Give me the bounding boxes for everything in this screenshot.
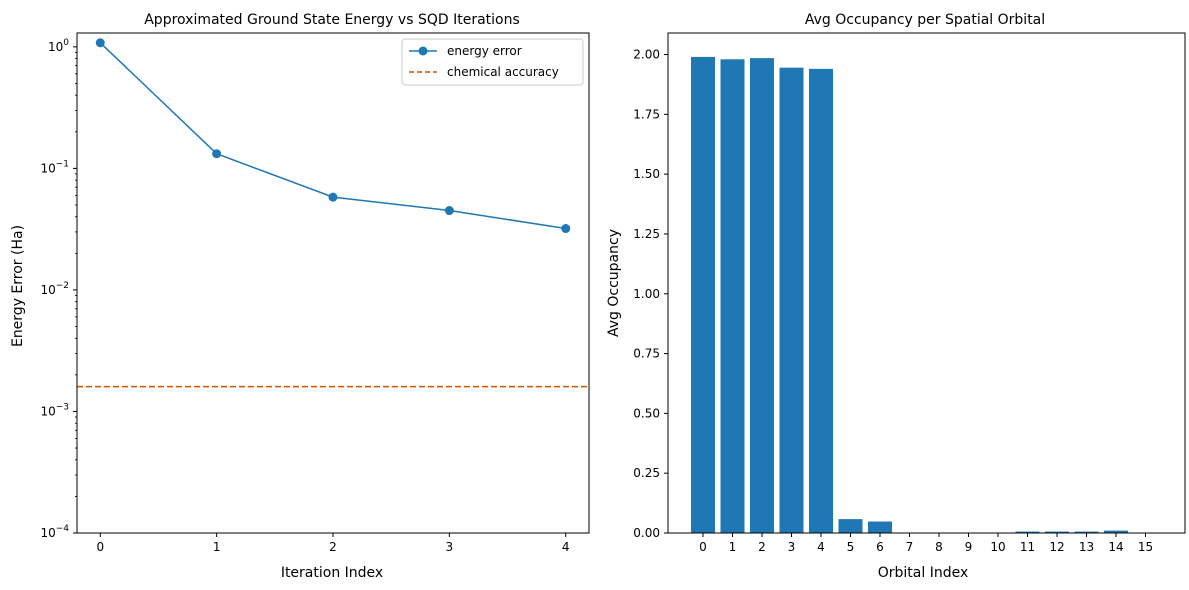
x-tick-label: 10 [990,540,1005,554]
x-tick-label: 14 [1108,540,1123,554]
y-tick-label: 0.25 [633,466,660,480]
data-point [444,206,454,216]
y-tick-label: 10−4 [40,524,69,540]
bar [691,56,715,533]
y-tick-label: 1.25 [633,227,660,241]
bar [1074,531,1099,533]
axis-ticks: 0 1 2 3 4 5 6 7 8 9 10 11 12 13 14 150.000.250.500.751.… [633,48,1153,554]
x-tick-label: 0 [96,540,104,554]
data-point [561,224,571,234]
energy-error-chart: Approximated Ground State Energy vs SQD … [10,12,590,581]
bar [779,67,804,533]
x-axis-label: Iteration Index [281,565,383,581]
y-tick-label: 10−3 [40,402,69,418]
x-axis-label: Orbital Index [878,565,969,581]
y-tick-label: 2.00 [633,48,660,62]
y-tick-label: 10−1 [40,159,69,175]
y-tick-label: 1.75 [633,107,660,121]
legend-marker-energy-error [418,46,428,56]
chart-title: Avg Occupancy per Spatial Orbital [805,12,1045,28]
y-tick-label: 0.75 [633,347,660,361]
x-tick-label: 4 [562,540,570,554]
y-tick-label: 0.50 [633,406,660,420]
x-tick-label: 1 [729,540,737,554]
x-tick-label: 3 [446,540,454,554]
bar [1015,531,1040,533]
axis-ticks: 0 1 2 3 4 10−4 10−3 10−2 10−1 100 [40,38,569,554]
y-tick-label: 100 [48,38,69,54]
y-tick-label: 10−2 [40,281,69,297]
x-tick-label: 9 [965,540,973,554]
x-tick-label: 4 [817,540,825,554]
bar [838,519,863,533]
x-tick-label: 5 [847,540,855,554]
data-point [212,149,222,159]
x-tick-label: 13 [1079,540,1094,554]
bar [868,521,892,533]
legend: energy error chemical accuracy [401,38,584,86]
x-tick-label: 6 [876,540,884,554]
legend-label-energy-error: energy error [447,44,522,58]
plot-marks [691,56,1158,534]
x-tick-label: 11 [1020,540,1035,554]
bar [1104,530,1128,533]
legend-box [401,38,584,86]
y-axis-label: Energy Error (Ha) [10,225,26,347]
y-tick-label: 1.50 [633,167,660,181]
plot-frame [667,32,1186,534]
x-tick-label: 2 [758,540,766,554]
chart-title: Approximated Ground State Energy vs SQD … [144,12,520,28]
x-tick-label: 2 [329,540,337,554]
x-tick-label: 1 [213,540,221,554]
x-tick-label: 7 [906,540,914,554]
legend-label-chemical-accuracy: chemical accuracy [447,65,559,79]
x-tick-label: 3 [788,540,796,554]
bar [720,59,745,533]
y-axis-label: Avg Occupancy [606,229,622,337]
data-point [95,38,105,48]
y-tick-label: 0.00 [633,526,660,540]
x-tick-label: 15 [1138,540,1153,554]
bar [809,68,833,534]
data-point [328,192,338,202]
bar [750,58,774,533]
plot-frame [76,32,590,534]
y-tick-label: 1.00 [633,287,660,301]
plot-marks [77,38,589,388]
occupancy-chart: Avg Occupancy per Spatial Orbital Orbita… [606,12,1186,581]
x-tick-label: 12 [1049,540,1064,554]
x-tick-label: 0 [699,540,707,554]
bar [1045,531,1069,533]
x-tick-label: 8 [935,540,943,554]
